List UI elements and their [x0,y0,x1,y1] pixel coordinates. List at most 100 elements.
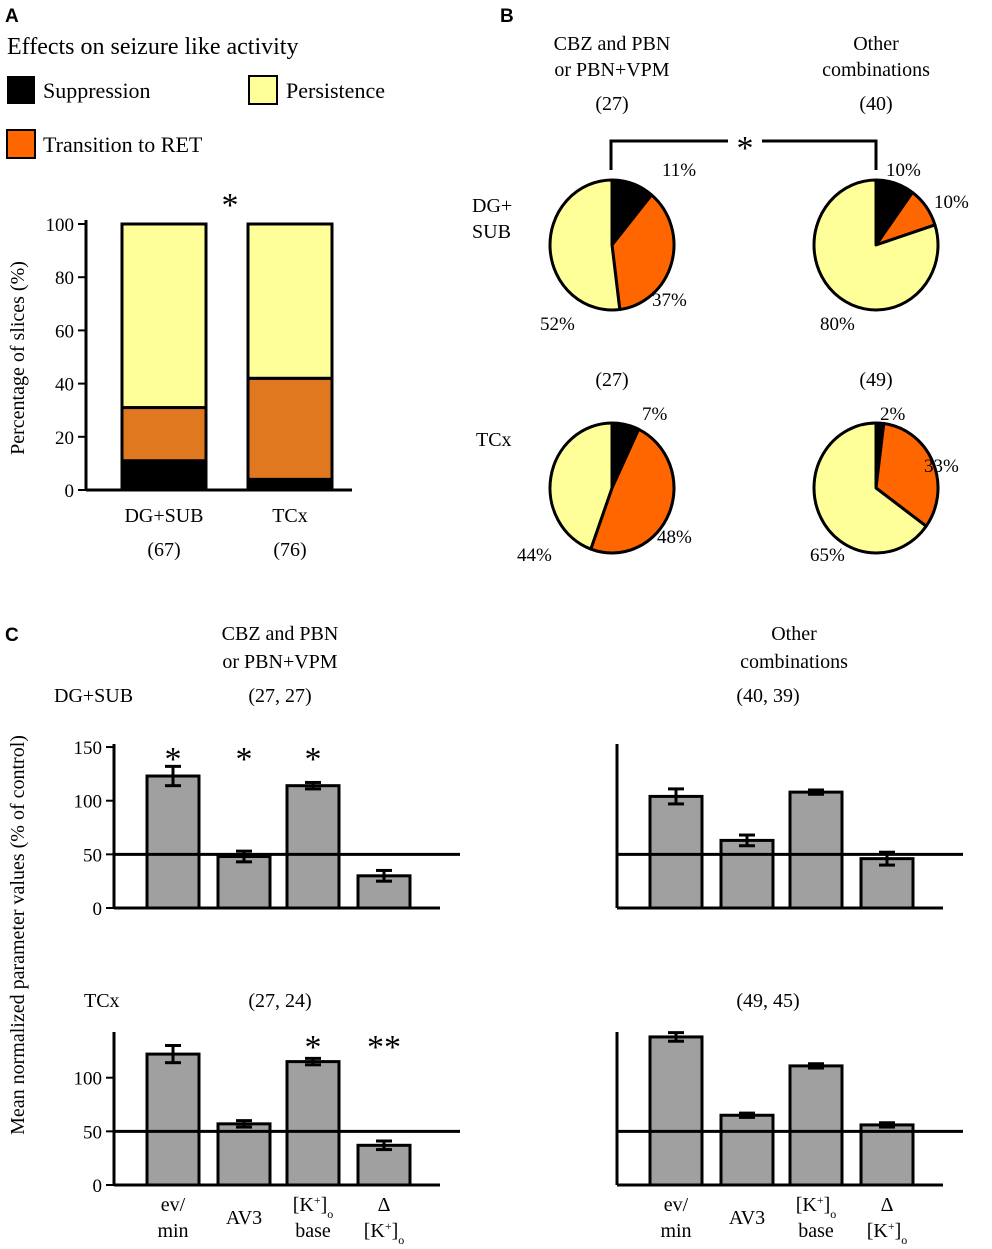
panel-b-col2-line2: combinations [822,59,930,81]
panel-c-category-label: [K+]o base [796,1193,837,1242]
panel-b-col2-line1: Other [853,33,899,55]
panel-b-col1-line1: CBZ and PBN [554,33,671,55]
panel-c-category-label-part: min [660,1220,691,1242]
panel-b-col1-line2: or PBN+VPM [554,59,669,81]
panel-b-row-label-dgsub-1: DG+ [472,195,512,217]
panel-c-bar [719,1113,775,1187]
panel-c-ytick-label: 50 [83,1122,102,1143]
panel-b-pie-slice-label: 11% [662,160,696,181]
panel-b-pie-slice-label: 52% [540,314,575,335]
panel-b-significance-bracket [609,139,878,170]
legend-swatch-suppression [7,76,35,104]
panel-c-significance-star: * [305,1029,322,1066]
panel-c-category-label-line: [K+]o [293,1193,334,1221]
panel-a-bar-segment-suppression [120,459,208,492]
panel-a-ytick-label: 20 [55,428,74,449]
panel-a-letter: A [5,6,19,27]
panel-b-significance-star: * [737,130,754,167]
panel-c-bar [285,1060,341,1187]
panel-b-pie-slice-label: 44% [517,545,552,566]
panel-c-category-label: Δ [K+]o [364,1194,405,1247]
panel-c-category-label-line: ev/ [664,1194,689,1216]
panel-c-bar [356,1143,412,1187]
panel-c-category-label: [K+]o base [293,1193,334,1242]
panel-c-ytick-label: 0 [93,899,103,920]
panel-b-pie-slice-label: 2% [880,404,906,425]
panel-a-ytick-label: 60 [55,321,74,342]
panel-c-col1-line1: CBZ and PBN [222,623,339,645]
panel-c-ytick-label: 100 [74,1069,103,1090]
panel-a-bar-segment-suppression [246,477,334,492]
panel-c-cell-n: (27, 27) [248,685,311,707]
panel-c-significance-star: * [165,741,182,778]
panel-c-cell-n: (40, 39) [736,685,799,707]
panel-b-pie-slice-persistence [548,178,622,312]
panel-b-pie-slice-transition-to-ret [589,427,676,555]
panel-c-bar [788,790,844,910]
panel-b-pie-slice-label: 37% [652,290,687,311]
panel-a-ytick-label: 40 [55,375,74,396]
panel-c-bar [648,1035,704,1187]
panel-a-significance-star: * [222,187,239,224]
panel-b-pie-slice-label: 10% [934,192,969,213]
panel-b-pie-n: (40) [859,93,892,115]
panel-c-category-label-part: + [385,1219,392,1233]
panel-c-category-label-part: ] [824,1194,831,1216]
panel-c-category-label-line: [K+]o [796,1193,837,1221]
panel-b-letter: B [500,6,514,27]
panel-c-category-label-part: ev/ [664,1194,689,1216]
panel-c-letter: C [5,625,19,646]
panel-c-category-label-line: Δ [881,1194,894,1216]
panel-c-significance-star: * [236,741,253,778]
panel-c-category-label-part: base [798,1220,834,1242]
panel-a-bar-segment-transition-to-ret [246,376,334,481]
panel-c-category-label-line: base [295,1220,331,1242]
panel-c-category-label-part: ] [895,1220,902,1242]
panel-b-pie-n: (27) [595,93,628,115]
panel-c-category-label-part: ev/ [161,1194,186,1216]
panel-a-bar-segment-transition-to-ret [120,406,208,463]
panel-a-chart: Percentage of slices (%) 0 20 40 60 80 100 DG+… [7,187,352,561]
panel-c-bar [216,1122,272,1187]
panel-b-pie-slice-persistence [812,421,928,555]
panel-c-category-label-part: [K [796,1194,818,1216]
panel-b-pie-slice-persistence [548,421,614,551]
panel-c-bar [145,774,201,910]
panel-b-pie-slice-label: 33% [924,456,959,477]
panel-c-bar [145,1052,201,1187]
panel-b-pie-slice-label: 48% [657,527,692,548]
legend-swatch-persistence [248,75,278,105]
panel-c-category-label-line: [K+]o [364,1219,405,1247]
panel-c-col2-line1: Other [771,623,817,645]
panel-c-category-label: ev/min [660,1194,691,1242]
panel-c-ytick-label: 150 [74,738,103,759]
panel-c-category-label-part: base [295,1220,331,1242]
panel-c-category-label: ev/min [157,1194,188,1242]
legend-label-persistence: Persistence [286,78,385,103]
panel-b-pie-slice-persistence [812,178,940,312]
panel-c-category-label-part: o [327,1207,333,1221]
panel-b-pie-slice-label: 10% [886,160,921,181]
panel-c-category-label-line: [K+]o [867,1219,908,1247]
panel-c-row-label-dgsub: DG+SUB [54,685,133,707]
panel-c-bar [285,784,341,910]
panel-a-bar-segment-persistence [246,222,334,380]
panel-c-significance-star: ** [367,1029,401,1066]
panel-c-category-label-part: ] [321,1194,328,1216]
panel-b-pie-slice-transition-to-ret [874,422,940,528]
legend-title: Effects on seizure like activity [7,34,298,60]
panel-c-category-label-part: [K [293,1194,315,1216]
panel-c-ytick-label: 0 [93,1176,103,1197]
panel-c-category-label-line: min [157,1220,188,1242]
legend-label-suppression: Suppression [43,78,151,103]
panel-c-category-label-part: + [888,1219,895,1233]
panel-c-category-label-part: Δ [378,1194,391,1216]
panel-c-category-label-part: [K [364,1220,386,1242]
legend-label-transition: Transition to RET [43,132,203,157]
panel-c-category-label: Δ [K+]o [867,1194,908,1247]
panel-a-category-n: (67) [147,539,180,561]
panel-b-pie-slice-transition-to-ret [610,193,676,311]
panel-c-category-label-part: o [830,1207,836,1221]
panel-a-ytick-label: 100 [46,215,75,236]
